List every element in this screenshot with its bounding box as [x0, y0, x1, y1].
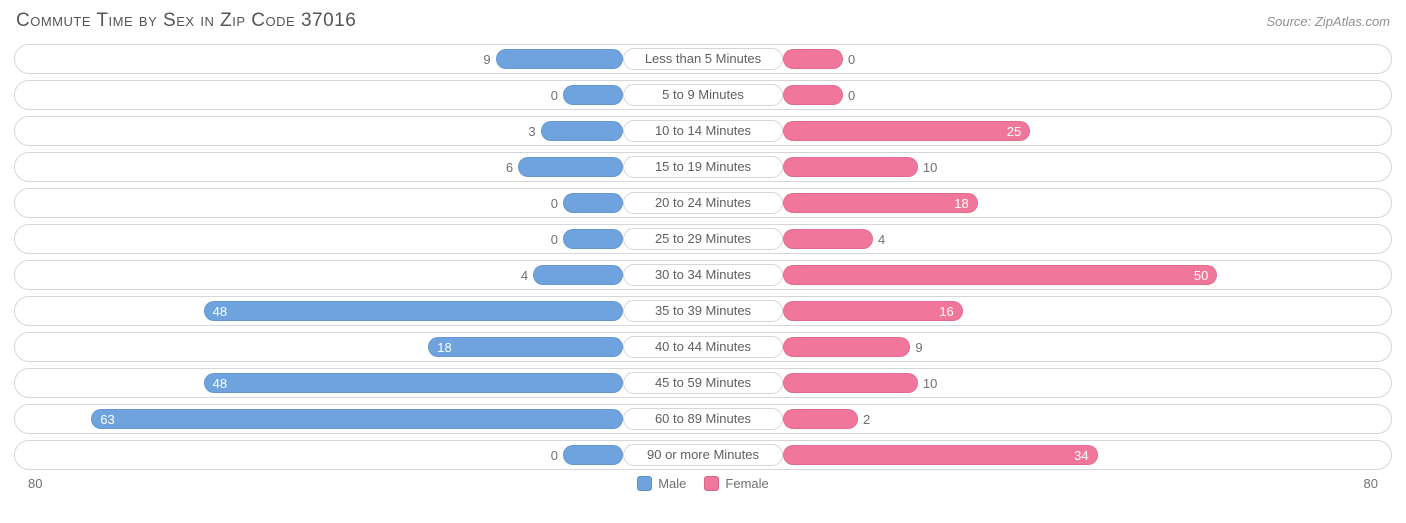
- male-bar: 4: [533, 265, 623, 285]
- legend-item-male: Male: [637, 476, 686, 491]
- legend-item-female: Female: [704, 476, 768, 491]
- category-label: 30 to 34 Minutes: [623, 264, 783, 286]
- chart-row: 481045 to 59 Minutes: [14, 368, 1392, 398]
- chart-row: 18940 to 44 Minutes: [14, 332, 1392, 362]
- female-value: 25: [1007, 124, 1021, 139]
- female-bar: 2: [783, 409, 858, 429]
- category-label: 5 to 9 Minutes: [623, 84, 783, 106]
- female-bar: 0: [783, 85, 843, 105]
- male-bar: 6: [518, 157, 623, 177]
- male-bar: 9: [496, 49, 623, 69]
- female-value: 4: [878, 232, 885, 247]
- category-label: 10 to 14 Minutes: [623, 120, 783, 142]
- chart-footer: 80 Male Female 80: [14, 476, 1392, 491]
- male-bar: 48: [204, 373, 623, 393]
- female-value: 50: [1194, 268, 1208, 283]
- axis-left-max: 80: [28, 476, 42, 491]
- female-value: 10: [923, 376, 937, 391]
- chart-row: 0 34 90 or more Minutes: [14, 440, 1392, 470]
- legend-label-male: Male: [658, 476, 686, 491]
- legend-label-female: Female: [725, 476, 768, 491]
- male-bar: 63: [91, 409, 623, 429]
- female-bar: 10: [783, 373, 918, 393]
- category-label: 15 to 19 Minutes: [623, 156, 783, 178]
- male-value: 0: [551, 232, 558, 247]
- chart-title: Commute Time by Sex in Zip Code 37016: [16, 10, 356, 32]
- female-value: 2: [863, 412, 870, 427]
- female-bar: 10: [783, 157, 918, 177]
- female-value: 16: [939, 304, 953, 319]
- female-bar: 18: [783, 193, 978, 213]
- female-value: 0: [848, 52, 855, 67]
- male-value: 63: [100, 412, 114, 427]
- male-value: 3: [528, 124, 535, 139]
- chart-row: 48 16 35 to 39 Minutes: [14, 296, 1392, 326]
- male-value: 6: [506, 160, 513, 175]
- chart-row: 3 25 10 to 14 Minutes: [14, 116, 1392, 146]
- female-bar: 25: [783, 121, 1030, 141]
- legend-swatch-male: [637, 476, 652, 491]
- female-bar: 16: [783, 301, 963, 321]
- category-label: 20 to 24 Minutes: [623, 192, 783, 214]
- female-bar: 9: [783, 337, 910, 357]
- female-value: 18: [954, 196, 968, 211]
- male-bar: 0: [563, 445, 623, 465]
- category-label: 60 to 89 Minutes: [623, 408, 783, 430]
- male-bar: 0: [563, 229, 623, 249]
- category-label: 35 to 39 Minutes: [623, 300, 783, 322]
- male-value: 0: [551, 448, 558, 463]
- female-bar: 50: [783, 265, 1217, 285]
- chart-row: 005 to 9 Minutes: [14, 80, 1392, 110]
- female-bar: 34: [783, 445, 1098, 465]
- chart-row: 63260 to 89 Minutes: [14, 404, 1392, 434]
- male-bar: 0: [563, 85, 623, 105]
- male-value: 4: [521, 268, 528, 283]
- category-label: 25 to 29 Minutes: [623, 228, 783, 250]
- commute-chart: Commute Time by Sex in Zip Code 37016 So…: [0, 0, 1406, 523]
- male-bar: 3: [541, 121, 623, 141]
- legend: Male Female: [637, 476, 769, 491]
- male-value: 18: [437, 340, 451, 355]
- chart-rows: 90Less than 5 Minutes005 to 9 Minutes325…: [14, 44, 1392, 470]
- chart-row: 0 18 20 to 24 Minutes: [14, 188, 1392, 218]
- category-label: 40 to 44 Minutes: [623, 336, 783, 358]
- male-bar: 0: [563, 193, 623, 213]
- female-value: 34: [1074, 448, 1088, 463]
- chart-row: 90Less than 5 Minutes: [14, 44, 1392, 74]
- male-value: 0: [551, 88, 558, 103]
- female-bar: 4: [783, 229, 873, 249]
- male-bar: 48: [204, 301, 623, 321]
- female-value: 10: [923, 160, 937, 175]
- male-value: 48: [213, 376, 227, 391]
- chart-row: 4 50 30 to 34 Minutes: [14, 260, 1392, 290]
- male-bar: 18: [428, 337, 623, 357]
- male-value: 0: [551, 196, 558, 211]
- category-label: 90 or more Minutes: [623, 444, 783, 466]
- male-value: 48: [213, 304, 227, 319]
- legend-swatch-female: [704, 476, 719, 491]
- chart-header: Commute Time by Sex in Zip Code 37016 So…: [14, 10, 1392, 38]
- female-value: 9: [915, 340, 922, 355]
- chart-source: Source: ZipAtlas.com: [1266, 14, 1390, 29]
- female-bar: 0: [783, 49, 843, 69]
- category-label: 45 to 59 Minutes: [623, 372, 783, 394]
- female-value: 0: [848, 88, 855, 103]
- axis-right-max: 80: [1364, 476, 1378, 491]
- chart-row: 61015 to 19 Minutes: [14, 152, 1392, 182]
- chart-row: 0425 to 29 Minutes: [14, 224, 1392, 254]
- category-label: Less than 5 Minutes: [623, 48, 783, 70]
- male-value: 9: [483, 52, 490, 67]
